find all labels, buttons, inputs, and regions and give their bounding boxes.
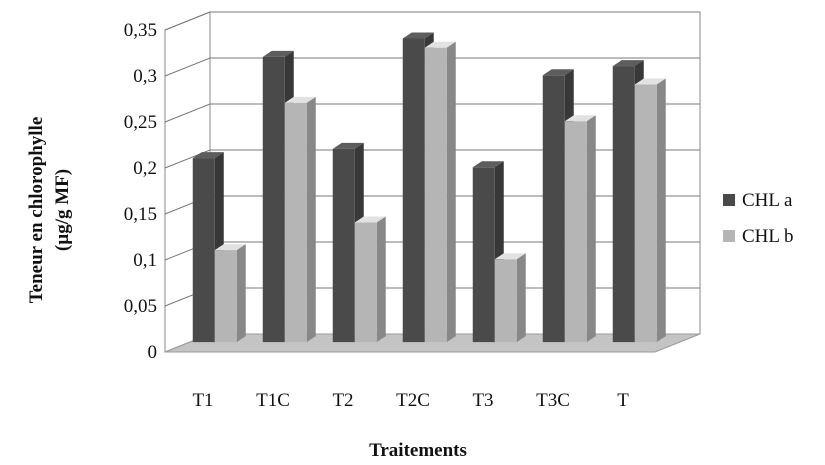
x-tick-label: T2 bbox=[332, 390, 353, 411]
bar-front bbox=[424, 47, 447, 343]
x-tick-label: T3 bbox=[472, 390, 493, 411]
bar-side bbox=[376, 216, 386, 343]
x-tick-label: T bbox=[617, 390, 629, 411]
legend-label: CHL b bbox=[742, 226, 794, 247]
bar-side bbox=[656, 78, 666, 343]
bar-front bbox=[332, 148, 355, 343]
bar-T-CHL-b bbox=[634, 78, 666, 343]
legend-swatch bbox=[723, 230, 735, 242]
y-tick-label: 0,25 bbox=[124, 112, 157, 133]
bar-T2-CHL-b bbox=[354, 216, 386, 343]
bar-T1-CHL-b bbox=[214, 244, 246, 343]
bar-top bbox=[612, 60, 644, 67]
bar-side bbox=[446, 41, 456, 343]
bar-front bbox=[262, 56, 285, 343]
x-tick-label: T1C bbox=[256, 390, 290, 411]
bar-top bbox=[564, 115, 596, 122]
bar-top bbox=[634, 78, 666, 85]
y-tick-label: 0,1 bbox=[133, 250, 157, 271]
bar-front bbox=[284, 102, 307, 343]
bar-front bbox=[472, 167, 495, 343]
y-tick-label: 0,35 bbox=[124, 20, 157, 41]
bar-front bbox=[564, 121, 587, 343]
y-axis-title: Teneur en chlorophylle (µg/g MF) bbox=[26, 117, 73, 304]
bar-front bbox=[214, 250, 237, 343]
bar-top bbox=[332, 142, 364, 149]
y-tick-label: 0,15 bbox=[124, 204, 157, 225]
bar-top bbox=[402, 32, 434, 39]
bar-front bbox=[494, 259, 517, 343]
y-axis-title-line-2: (µg/g MF) bbox=[52, 169, 73, 251]
legend-swatch bbox=[723, 194, 735, 206]
bar-side bbox=[306, 96, 316, 343]
legend: CHL a CHL b bbox=[723, 190, 794, 247]
y-tick-label: 0 bbox=[148, 342, 158, 363]
legend-item: CHL b bbox=[723, 226, 794, 247]
gridline bbox=[164, 57, 700, 77]
gridline bbox=[164, 11, 700, 31]
y-tick-labels: 0 0,05 0,1 0,15 0,2 0,25 0,3 0,35 bbox=[124, 20, 157, 363]
y-tick-label: 0,3 bbox=[133, 66, 157, 87]
bar-top bbox=[214, 244, 246, 251]
legend-item: CHL a bbox=[723, 190, 793, 211]
y-tick-label: 0,2 bbox=[133, 158, 157, 179]
bar-front bbox=[402, 38, 425, 343]
bar-top bbox=[424, 41, 456, 48]
bar-front bbox=[542, 75, 565, 343]
x-tick-label: T3C bbox=[536, 390, 570, 411]
bar-front bbox=[354, 222, 377, 343]
y-tick-label: 0,05 bbox=[124, 296, 157, 317]
bar-T1C-CHL-b bbox=[284, 96, 316, 343]
x-tick-label: T2C bbox=[396, 390, 430, 411]
bar-top bbox=[354, 216, 386, 223]
y-axis-title-line-1: Teneur en chlorophylle bbox=[26, 117, 47, 304]
bars bbox=[192, 32, 666, 343]
x-tick-label: T1 bbox=[192, 390, 213, 411]
bar-top bbox=[494, 253, 526, 260]
bar-top bbox=[472, 161, 504, 168]
bar-side bbox=[516, 253, 526, 343]
bar-front bbox=[634, 84, 657, 343]
gridline bbox=[164, 149, 700, 169]
bar-T3-CHL-b bbox=[494, 253, 526, 343]
bar-top bbox=[192, 152, 224, 159]
bar-front bbox=[612, 66, 635, 343]
bar-T2C-CHL-b bbox=[424, 41, 456, 343]
gridline bbox=[164, 103, 700, 123]
bar-front bbox=[192, 158, 215, 343]
legend-label: CHL a bbox=[742, 190, 793, 211]
bar-top bbox=[284, 96, 316, 103]
x-axis-title: Traitements bbox=[369, 440, 467, 461]
bar-side bbox=[586, 115, 596, 343]
bar-side bbox=[236, 244, 246, 343]
bar-top bbox=[262, 50, 294, 57]
bar-T3C-CHL-b bbox=[564, 115, 596, 343]
x-tick-labels: T1 T1C T2 T2C T3 T3C T bbox=[192, 390, 629, 411]
bar-top bbox=[542, 69, 574, 76]
